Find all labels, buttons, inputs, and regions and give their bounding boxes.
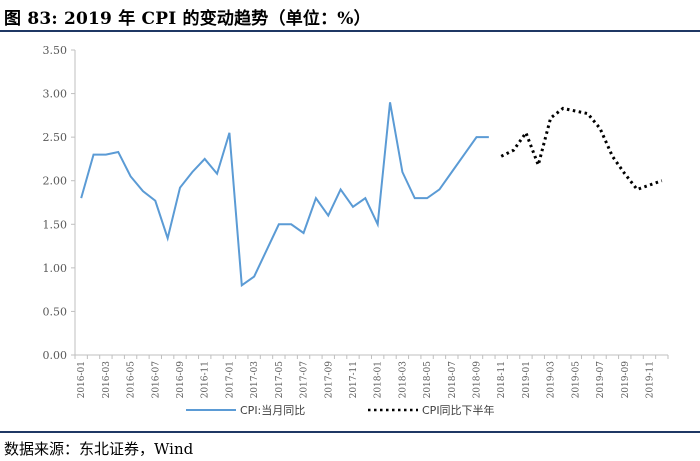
data-point-actual <box>414 197 416 199</box>
y-axis: 0.00 0.50 1.00 1.50 2.00 2.50 3.00 3.50 <box>43 44 76 362</box>
data-point-forecast <box>525 132 527 134</box>
data-point-actual <box>142 190 144 192</box>
x-tick-label: 2019-11 <box>645 361 655 398</box>
data-point-actual <box>192 171 194 173</box>
data-point-actual <box>253 276 255 278</box>
data-point-forecast <box>649 184 651 186</box>
legend: CPI:当月同比 CPI同比下半年 <box>186 403 495 417</box>
x-tick-label: 2017-09 <box>324 361 334 399</box>
x-tick-label: 2016-03 <box>102 361 112 399</box>
data-point-actual <box>117 151 119 153</box>
data-point-actual <box>290 223 292 225</box>
data-point-actual <box>476 136 478 138</box>
data-source: 数据来源：东北证券，Wind <box>4 438 193 459</box>
x-tick-label: 2016-09 <box>176 361 186 399</box>
data-point-actual <box>303 232 305 234</box>
y-tick-label: 3.00 <box>43 88 68 101</box>
data-point-forecast <box>575 110 577 112</box>
data-point-actual <box>439 189 441 191</box>
data-point-actual <box>377 223 379 225</box>
x-tick-label: 2017-11 <box>349 361 359 398</box>
x-tick-label: 2017-01 <box>225 361 235 398</box>
x-tick-label: 2019-09 <box>621 361 631 399</box>
data-point-actual <box>488 136 490 138</box>
y-tick-label: 3.50 <box>43 44 68 57</box>
data-point-forecast <box>513 149 515 151</box>
data-point-forecast <box>661 180 663 182</box>
data-point-actual <box>204 158 206 160</box>
x-tick-label: 2018-11 <box>497 361 507 398</box>
legend-label-forecast: CPI同比下半年 <box>422 403 495 417</box>
x-tick-label: 2017-07 <box>300 361 310 399</box>
x-tick-label: 2017-05 <box>275 361 285 399</box>
data-point-actual <box>167 237 169 239</box>
x-tick-label: 2019-05 <box>571 361 581 399</box>
y-tick-label: 0.50 <box>43 305 68 318</box>
data-point-forecast <box>587 113 589 115</box>
x-tick-label: 2017-03 <box>250 361 260 399</box>
data-point-actual <box>80 197 82 199</box>
y-tick-label: 1.00 <box>43 262 68 275</box>
data-point-forecast <box>599 128 601 130</box>
x-tick-label: 2016-05 <box>127 361 137 399</box>
x-tick-label: 2018-09 <box>473 361 483 399</box>
data-point-forecast <box>500 156 502 158</box>
data-point-forecast <box>537 164 539 166</box>
series-line-forecast <box>501 108 662 189</box>
data-point-actual <box>278 223 280 225</box>
y-tick-label: 2.00 <box>43 175 68 188</box>
x-tick-label: 2018-01 <box>374 361 384 398</box>
y-tick-label: 0.00 <box>43 349 68 362</box>
y-tick-label: 2.50 <box>43 131 68 144</box>
data-point-actual <box>93 154 95 156</box>
x-tick-label: 2019-07 <box>596 361 606 399</box>
data-point-actual <box>315 197 317 199</box>
data-point-forecast <box>636 189 638 191</box>
data-point-actual <box>216 173 218 175</box>
data-point-forecast <box>562 108 564 110</box>
x-tick-label: 2016-07 <box>151 361 161 399</box>
data-point-actual <box>463 154 465 156</box>
data-point-actual <box>327 215 329 217</box>
data-point-actual <box>229 132 231 134</box>
y-tick-label: 1.50 <box>43 218 68 231</box>
data-point-actual <box>266 250 268 252</box>
legend-label-actual: CPI:当月同比 <box>240 403 305 417</box>
bottom-rule <box>0 431 700 433</box>
x-tick-label: 2019-03 <box>547 361 557 399</box>
data-point-actual <box>241 284 243 286</box>
x-axis: 2016-01 2016-03 2016-05 2016-07 2016-09 2016-… <box>75 355 668 398</box>
data-point-actual <box>389 101 391 103</box>
x-tick-label: 2016-11 <box>201 361 211 398</box>
data-point-actual <box>155 200 157 202</box>
data-point-actual <box>179 187 181 189</box>
data-point-actual <box>340 189 342 191</box>
data-point-actual <box>402 171 404 173</box>
plot-area <box>80 101 662 286</box>
x-tick-label: 2018-03 <box>398 361 408 399</box>
data-point-actual <box>105 154 107 156</box>
data-point-actual <box>451 171 453 173</box>
data-point-actual <box>426 197 428 199</box>
x-tick-label: 2018-05 <box>423 361 433 399</box>
data-point-actual <box>352 206 354 208</box>
data-point-forecast <box>624 173 626 175</box>
data-point-forecast <box>612 156 614 158</box>
data-point-actual <box>365 197 367 199</box>
series-line-actual <box>81 102 489 285</box>
data-point-forecast <box>550 117 552 119</box>
x-tick-label: 2018-07 <box>448 361 458 399</box>
data-point-actual <box>130 176 132 178</box>
x-tick-label: 2016-01 <box>77 361 87 398</box>
x-tick-label: 2019-01 <box>522 361 532 398</box>
